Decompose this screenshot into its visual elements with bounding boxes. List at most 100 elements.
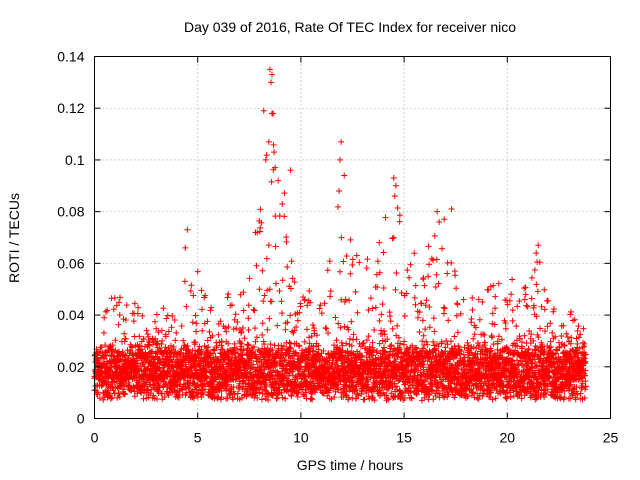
data-point <box>393 372 400 379</box>
data-point <box>408 395 415 402</box>
data-point <box>327 288 334 295</box>
data-point <box>416 329 423 336</box>
data-point <box>406 347 413 354</box>
data-point <box>145 333 152 340</box>
data-point <box>154 396 161 403</box>
data-point <box>253 262 260 269</box>
data-point <box>171 316 178 323</box>
data-point <box>338 296 345 303</box>
data-point <box>389 325 396 332</box>
data-point <box>331 394 338 401</box>
data-point <box>352 288 359 295</box>
data-point <box>370 387 377 394</box>
data-point <box>272 358 279 365</box>
data-point <box>223 328 230 335</box>
data-point <box>261 366 268 373</box>
data-point <box>151 318 158 325</box>
data-point <box>264 326 271 333</box>
data-point <box>113 302 120 309</box>
data-point <box>388 342 395 349</box>
data-point <box>258 219 265 226</box>
data-point <box>316 305 323 312</box>
data-point <box>122 316 129 323</box>
data-point <box>225 323 232 330</box>
data-point <box>318 310 325 317</box>
data-point <box>337 324 344 331</box>
data-point <box>348 318 355 325</box>
data-point <box>329 359 336 366</box>
data-point <box>353 336 360 343</box>
data-point <box>284 319 291 326</box>
data-point <box>146 339 153 346</box>
data-point <box>233 325 240 332</box>
data-point <box>327 293 334 300</box>
data-point <box>94 389 101 396</box>
data-point <box>332 314 339 321</box>
data-point <box>259 331 266 338</box>
data-point <box>241 335 248 342</box>
data-point <box>281 213 288 220</box>
data-point <box>273 395 280 402</box>
data-point <box>102 308 109 315</box>
data-point <box>153 311 160 318</box>
data-point <box>242 380 249 387</box>
data-point <box>205 343 212 350</box>
data-point <box>204 318 211 325</box>
data-point <box>172 337 179 344</box>
data-point <box>376 340 383 347</box>
data-point <box>141 343 148 350</box>
data-point <box>162 333 169 340</box>
data-point <box>387 343 394 350</box>
data-point <box>286 370 293 377</box>
data-point <box>96 395 103 402</box>
data-point <box>245 342 252 349</box>
data-point <box>159 337 166 344</box>
data-point <box>129 344 136 351</box>
data-point <box>107 395 114 402</box>
data-point <box>181 278 188 285</box>
data-point <box>139 312 146 319</box>
data-point <box>138 346 145 353</box>
data-point <box>267 347 274 354</box>
data-point <box>411 250 418 257</box>
data-point <box>190 292 197 299</box>
grid-lines <box>94 56 611 419</box>
data-point <box>259 345 266 352</box>
data-point <box>153 325 160 332</box>
data-point <box>238 340 245 347</box>
data-point <box>295 389 302 396</box>
data-point <box>360 339 367 346</box>
data-point <box>240 289 247 296</box>
data-point <box>222 325 229 332</box>
data-point <box>345 326 352 333</box>
data-point <box>193 320 200 327</box>
data-point <box>192 312 199 319</box>
data-point <box>228 302 235 309</box>
data-point <box>367 295 374 302</box>
data-point <box>394 353 401 360</box>
data-point <box>406 373 413 380</box>
data-point <box>224 294 231 301</box>
data-point <box>248 357 255 364</box>
data-point <box>334 203 341 210</box>
data-point <box>342 296 349 303</box>
data-point <box>109 384 116 391</box>
data-point <box>364 378 371 385</box>
data-point <box>345 394 352 401</box>
data-point <box>116 393 123 400</box>
data-point <box>189 319 196 326</box>
data-point <box>261 341 268 348</box>
data-point <box>396 212 403 219</box>
data-point <box>309 321 316 328</box>
data-point <box>252 390 259 397</box>
data-point <box>240 307 247 314</box>
data-point <box>313 332 320 339</box>
data-point <box>184 342 191 349</box>
data-point <box>224 395 231 402</box>
data-point <box>123 302 130 309</box>
data-point <box>135 304 142 311</box>
data-point <box>165 369 172 376</box>
data-point <box>116 311 123 318</box>
data-point <box>374 348 381 355</box>
